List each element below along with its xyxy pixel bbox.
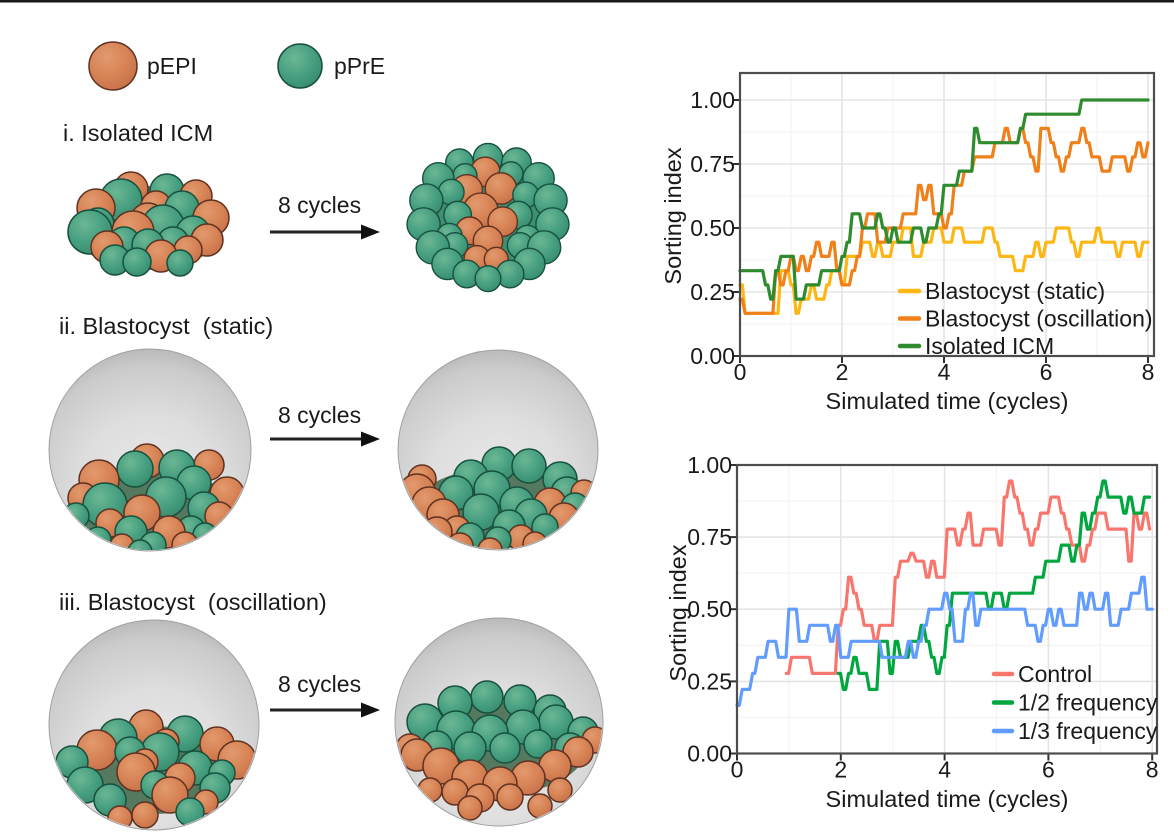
svg-text:0.25: 0.25	[690, 279, 735, 305]
svg-text:Isolated ICM: Isolated ICM	[925, 333, 1054, 359]
svg-text:Sorting index: Sorting index	[660, 147, 686, 284]
svg-text:8: 8	[1146, 757, 1159, 783]
svg-text:Simulated time (cycles): Simulated time (cycles)	[826, 786, 1069, 812]
svg-text:i. Isolated ICM: i. Isolated ICM	[63, 120, 213, 146]
svg-text:2: 2	[836, 359, 849, 385]
svg-text:0.75: 0.75	[687, 524, 732, 550]
svg-text:8 cycles: 8 cycles	[278, 671, 361, 697]
svg-text:0: 0	[734, 359, 747, 385]
svg-text:1/3 frequency: 1/3 frequency	[1018, 718, 1158, 744]
svg-text:1.00: 1.00	[687, 452, 732, 478]
svg-text:1/2 frequency: 1/2 frequency	[1018, 690, 1158, 716]
svg-text:Sorting index: Sorting index	[665, 544, 691, 681]
svg-text:8 cycles: 8 cycles	[278, 402, 361, 428]
svg-text:0.75: 0.75	[690, 151, 735, 177]
svg-text:pEPI: pEPI	[147, 53, 197, 79]
svg-text:iii. Blastocyst (oscillation): iii. Blastocyst (oscillation)	[59, 589, 327, 615]
svg-text:8: 8	[1142, 359, 1155, 385]
svg-text:2: 2	[834, 757, 847, 783]
svg-text:0: 0	[731, 757, 744, 783]
svg-text:Simulated time (cycles): Simulated time (cycles)	[826, 388, 1069, 414]
svg-text:0.00: 0.00	[690, 343, 735, 369]
svg-text:ii. Blastocyst (static): ii. Blastocyst (static)	[59, 313, 273, 339]
svg-text:6: 6	[1040, 359, 1053, 385]
svg-text:8 cycles: 8 cycles	[278, 192, 361, 218]
svg-text:0.00: 0.00	[687, 741, 732, 767]
svg-text:0.25: 0.25	[687, 668, 732, 694]
svg-text:0.50: 0.50	[687, 596, 732, 622]
svg-text:4: 4	[938, 359, 951, 385]
svg-text:0.50: 0.50	[690, 215, 735, 241]
svg-text:6: 6	[1042, 757, 1055, 783]
svg-text:Blastocyst (oscillation): Blastocyst (oscillation)	[925, 306, 1153, 332]
svg-text:1.00: 1.00	[690, 87, 735, 113]
svg-text:4: 4	[938, 757, 951, 783]
svg-text:Control: Control	[1018, 661, 1092, 687]
svg-text:Blastocyst (static): Blastocyst (static)	[925, 278, 1105, 304]
svg-text:pPrE: pPrE	[334, 53, 385, 79]
